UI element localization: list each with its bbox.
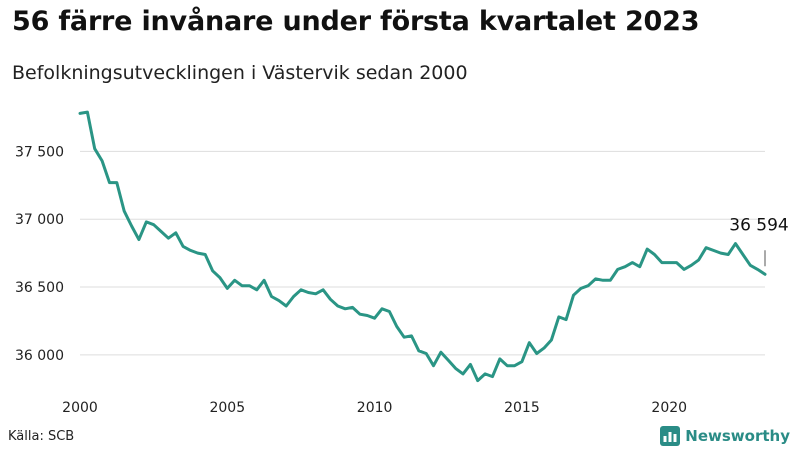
gridlines bbox=[80, 150, 765, 356]
chart-subtitle: Befolkningsutvecklingen i Västervik seda… bbox=[12, 62, 468, 84]
brand-name: Newsworthy bbox=[685, 427, 790, 445]
y-tick-label: 37 000 bbox=[15, 212, 64, 228]
x-tick-label: 2010 bbox=[357, 400, 393, 416]
last-value-annotation: 36 594 bbox=[729, 215, 789, 267]
annotation-label: 36 594 bbox=[729, 215, 788, 235]
y-tick-label: 36 500 bbox=[15, 280, 64, 296]
x-axis-tick-labels: 2000 2005 2010 2015 2020 bbox=[62, 400, 687, 416]
y-tick-label: 36 000 bbox=[15, 348, 64, 364]
chart-title: 56 färre invånare under första kvartalet… bbox=[12, 6, 700, 37]
x-tick-label: 2015 bbox=[504, 400, 540, 416]
source-note: Källa: SCB bbox=[8, 429, 75, 444]
newsworthy-logo-icon bbox=[660, 426, 681, 446]
y-tick-label: 37 500 bbox=[15, 144, 64, 160]
population-series-line bbox=[78, 110, 767, 383]
x-tick-label: 2005 bbox=[209, 400, 245, 416]
y-axis-tick-labels: 36 000 36 500 37 000 37 500 bbox=[15, 144, 64, 363]
brand-logo-block[interactable]: Newsworthy bbox=[660, 426, 790, 446]
x-tick-label: 2020 bbox=[651, 400, 687, 416]
x-tick-label: 2000 bbox=[62, 400, 98, 416]
